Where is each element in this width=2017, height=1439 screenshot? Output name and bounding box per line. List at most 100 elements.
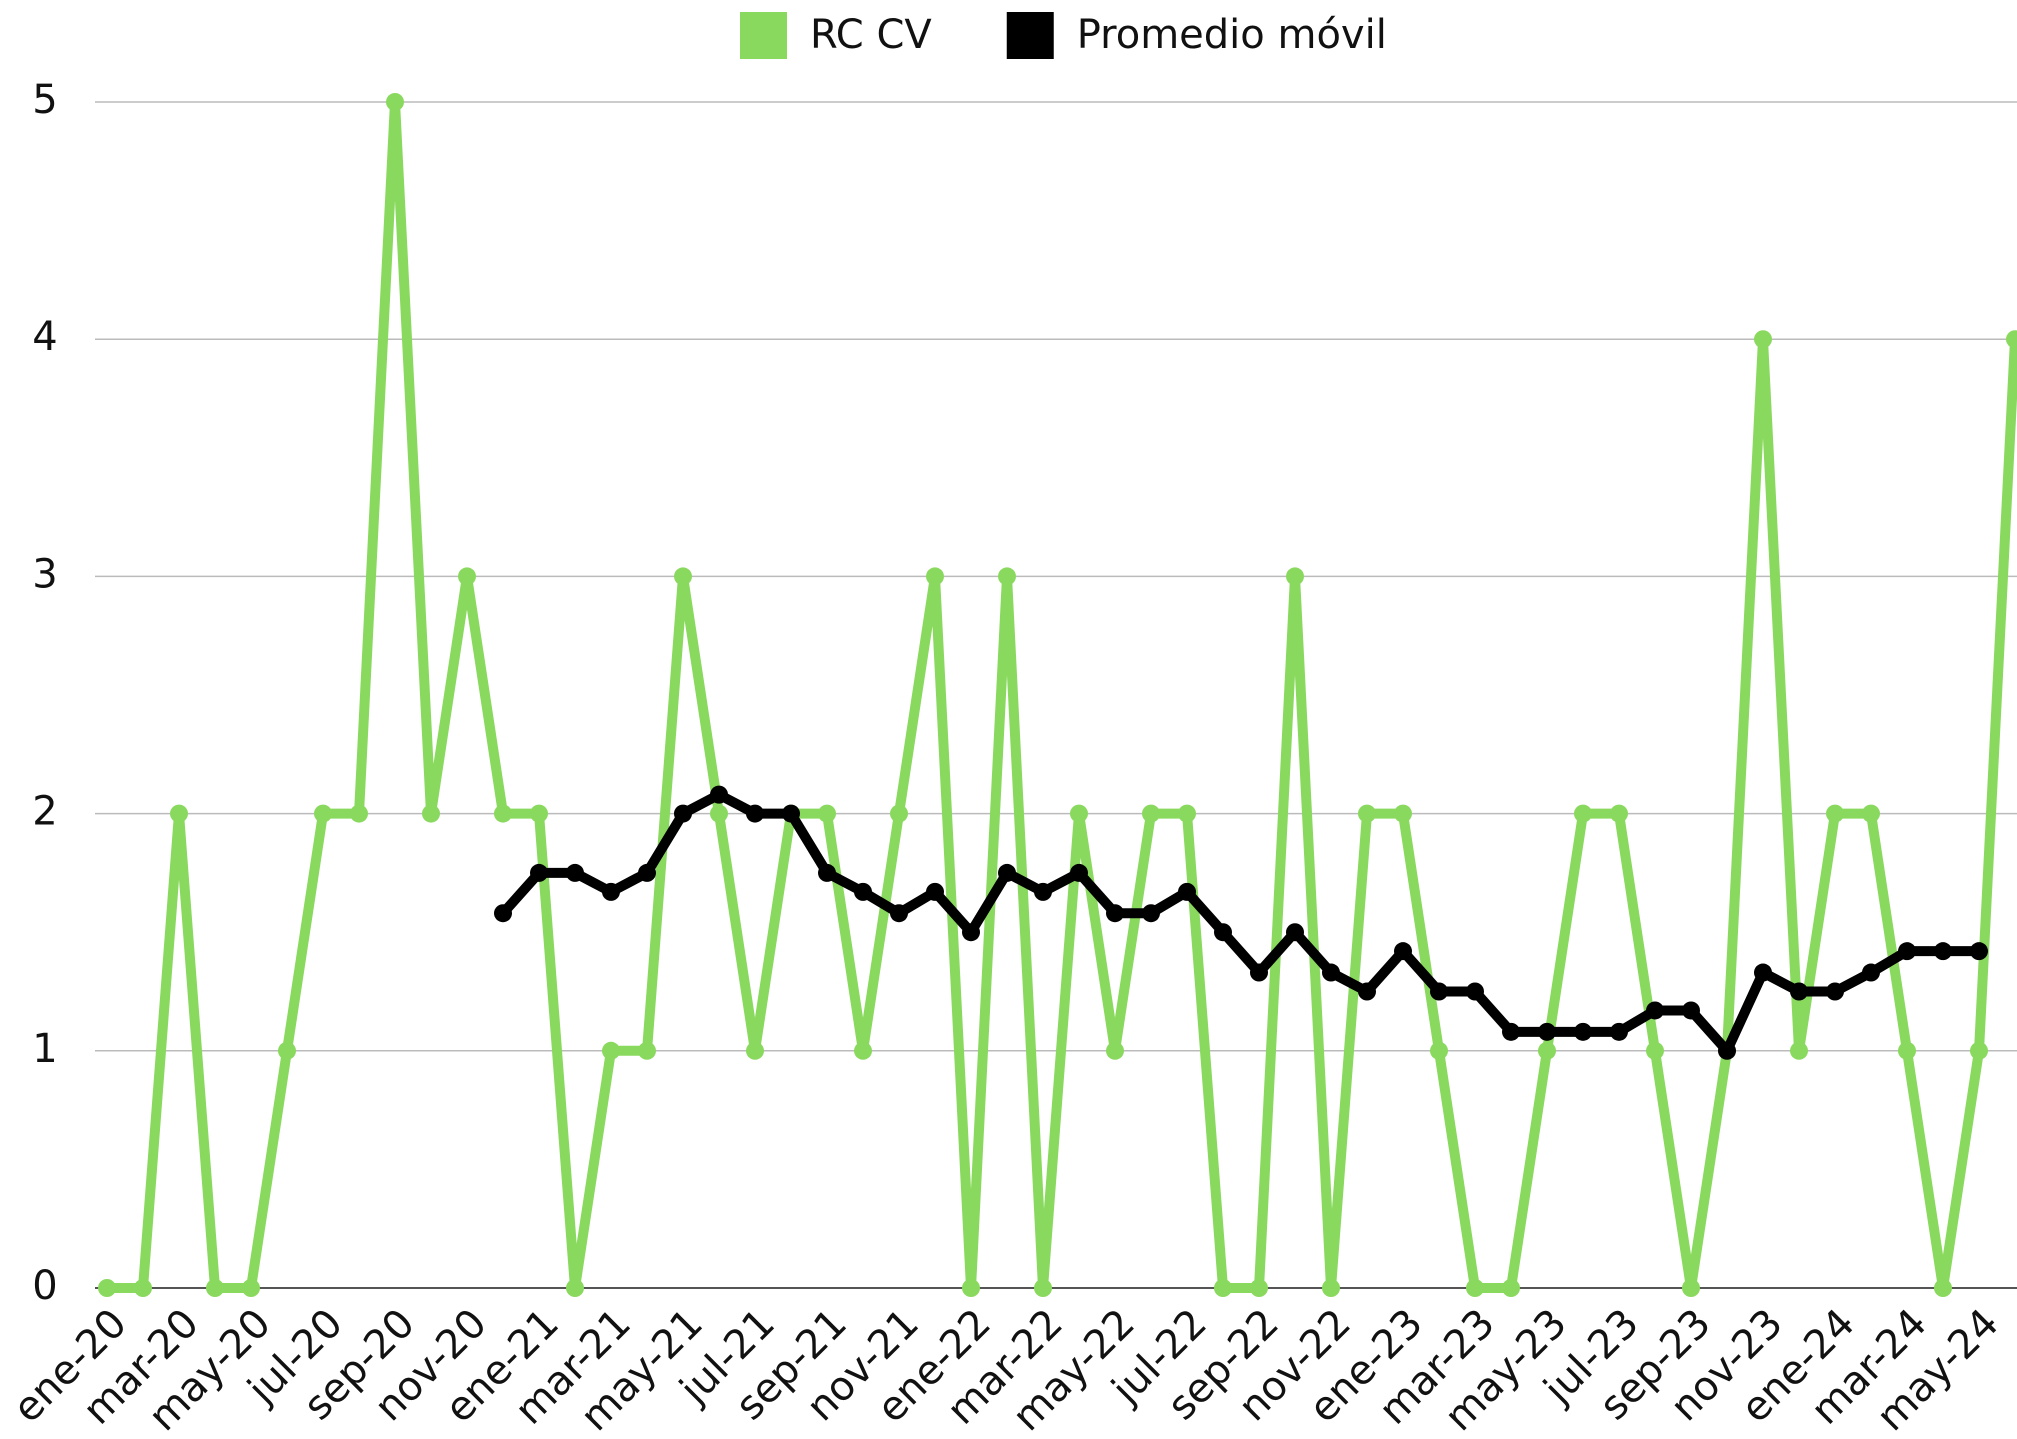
point <box>962 923 980 942</box>
point <box>782 804 800 823</box>
point <box>1934 1279 1952 1297</box>
point <box>674 567 692 586</box>
point <box>1862 963 1880 982</box>
point <box>1790 982 1808 1001</box>
point <box>746 804 764 823</box>
point <box>638 1041 656 1060</box>
point <box>890 804 908 823</box>
point <box>566 1279 584 1297</box>
series-line <box>107 97 2017 1293</box>
point <box>1250 1279 1268 1297</box>
point <box>1898 942 1916 961</box>
point <box>890 904 908 923</box>
point <box>818 863 836 882</box>
point <box>566 863 584 882</box>
point <box>278 1041 296 1060</box>
y-tick-label: 0 <box>32 1263 57 1309</box>
point <box>170 804 188 823</box>
point <box>1718 1041 1736 1060</box>
point <box>1754 330 1772 349</box>
point <box>350 804 368 823</box>
point <box>314 804 332 823</box>
point <box>1178 882 1196 901</box>
point <box>674 804 692 823</box>
point <box>1106 1041 1124 1060</box>
point <box>1178 804 1196 823</box>
y-tick-label: 1 <box>32 1026 57 1072</box>
point <box>494 804 512 823</box>
point <box>1502 1279 1520 1297</box>
point <box>422 804 440 823</box>
point <box>1610 1022 1628 1041</box>
point <box>602 1041 620 1060</box>
point <box>1214 1279 1232 1297</box>
point <box>962 1279 980 1297</box>
point <box>746 1041 764 1060</box>
point <box>1286 567 1304 586</box>
point <box>1826 982 1844 1001</box>
point <box>998 567 1016 586</box>
point <box>1286 923 1304 942</box>
legend-swatch <box>740 12 787 59</box>
y-tick-label: 2 <box>32 789 57 835</box>
point <box>530 863 548 882</box>
point <box>1070 863 1088 882</box>
point <box>1574 1022 1592 1041</box>
point <box>602 882 620 901</box>
point <box>1322 1279 1340 1297</box>
point <box>1358 982 1376 1001</box>
point <box>1502 1022 1520 1041</box>
point <box>1538 1022 1556 1041</box>
point <box>1646 1001 1664 1020</box>
point <box>134 1279 152 1297</box>
legend-label: RC CV <box>810 12 932 58</box>
point <box>1862 804 1880 823</box>
point <box>1034 882 1052 901</box>
point <box>998 863 1016 882</box>
point <box>1322 963 1340 982</box>
point <box>1610 804 1628 823</box>
point <box>1934 942 1952 961</box>
point <box>494 904 512 923</box>
point <box>458 567 476 586</box>
point <box>854 1041 872 1060</box>
point <box>638 863 656 882</box>
point <box>1394 942 1412 961</box>
point <box>1034 1279 1052 1297</box>
point <box>1106 904 1124 923</box>
point <box>2006 330 2017 349</box>
point <box>926 882 944 901</box>
legend-label: Promedio móvil <box>1077 12 1387 58</box>
point <box>854 882 872 901</box>
y-tick-label: 4 <box>32 314 57 360</box>
point <box>1970 1041 1988 1060</box>
point <box>1214 923 1232 942</box>
point <box>1970 942 1988 961</box>
point <box>1142 804 1160 823</box>
point <box>1790 1041 1808 1060</box>
point <box>1070 804 1088 823</box>
point <box>710 804 728 823</box>
point <box>1466 982 1484 1001</box>
point <box>1826 804 1844 823</box>
point <box>1250 963 1268 982</box>
point <box>1754 963 1772 982</box>
point <box>1358 804 1376 823</box>
point <box>1646 1041 1664 1060</box>
point <box>386 93 404 111</box>
point <box>1430 982 1448 1001</box>
legend-swatch <box>1006 12 1054 59</box>
point <box>206 1279 224 1297</box>
point <box>530 804 548 823</box>
point <box>1682 1279 1700 1297</box>
point <box>1142 904 1160 923</box>
point <box>1898 1041 1916 1060</box>
point <box>1682 1001 1700 1020</box>
point <box>1430 1041 1448 1060</box>
point <box>1538 1041 1556 1060</box>
point <box>818 804 836 823</box>
point <box>710 785 728 804</box>
y-tick-label: 5 <box>32 77 57 123</box>
point <box>1574 804 1592 823</box>
